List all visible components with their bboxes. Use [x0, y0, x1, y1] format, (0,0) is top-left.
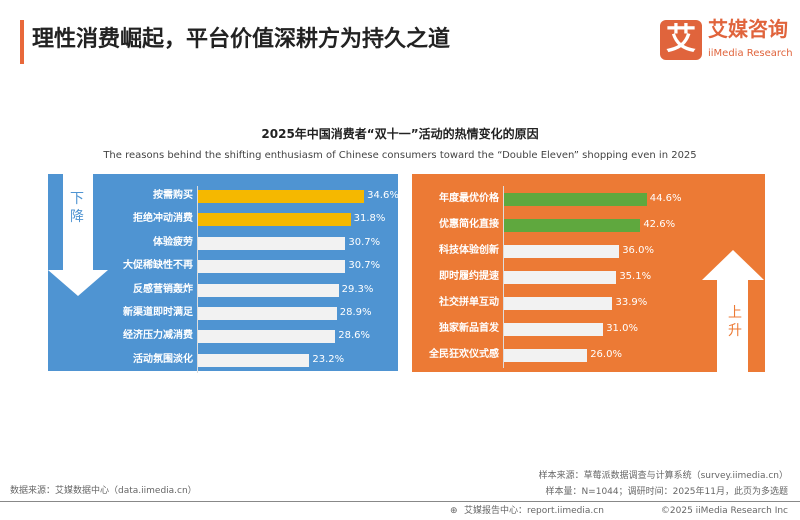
bar: [504, 193, 647, 206]
category-label: 年度最优价格: [439, 193, 499, 204]
bar: [504, 245, 620, 258]
value-label: 35.1%: [619, 271, 652, 282]
value-label: 30.7%: [348, 260, 381, 272]
category-label: 即时履约提速: [439, 271, 499, 282]
value-label: 26.0%: [590, 349, 622, 360]
decline-panel: 下降 按需购买 34.6% 拒绝冲动消费 31.8% 体验疲劳 30.7% 大促稀缺性不再 3…: [48, 174, 399, 374]
bar: [198, 353, 310, 367]
down-arrow-icon: [48, 174, 108, 296]
category-label: 科技体验创新: [439, 245, 499, 256]
report-center-icon: ⊕: [450, 506, 458, 516]
category-label: 体验疲劳: [153, 236, 193, 248]
bar: [198, 236, 346, 250]
decline-label: 下降: [70, 191, 84, 225]
value-label: 30.7%: [348, 236, 381, 248]
category-label: 经济压力减消费: [123, 330, 193, 342]
category-label: 反感营销轰炸: [133, 283, 193, 295]
copyright: ©2025 iiMedia Research Inc: [660, 506, 788, 516]
rise-label: 上升: [728, 305, 742, 339]
footer-divider: [0, 501, 800, 502]
axis-line: [503, 186, 504, 368]
bar: [198, 330, 336, 344]
category-label: 独家新品首发: [439, 323, 499, 334]
category-label: 按需购买: [153, 190, 193, 201]
category-label: 拒绝冲动消费: [133, 213, 193, 225]
bar: [504, 219, 641, 232]
title-accent-bar: [20, 20, 24, 64]
bar: [198, 260, 346, 274]
chart-title: 2025年中国消费者“双十一”活动的热情变化的原因: [261, 127, 539, 141]
value-label: 31.8%: [353, 213, 386, 225]
value-label: 29.3%: [341, 283, 374, 295]
bar: [198, 190, 365, 203]
axis-line: [197, 186, 198, 374]
data-source: 数据来源：艾媒数据中心（data.iimedia.cn）: [10, 486, 197, 496]
bar: [198, 283, 339, 297]
bar: [198, 213, 351, 227]
up-arrow-icon: [702, 250, 764, 372]
value-label: 42.6%: [643, 219, 676, 230]
value-label: 44.6%: [649, 193, 682, 204]
category-label: 优惠简化直接: [439, 219, 499, 230]
value-label: 36.0%: [622, 245, 654, 256]
bar: [504, 271, 617, 284]
category-label: 新渠道即时满足: [123, 307, 193, 318]
report-center: 艾媒报告中心：report.iimedia.cn: [464, 506, 604, 516]
value-label: 28.9%: [339, 307, 372, 318]
chart-subtitle: The reasons behind the shifting enthusia…: [103, 150, 697, 161]
logo-mark: 艾: [660, 20, 702, 60]
sample-source: 样本来源：草莓派数据调查与计算系统（survey.iimedia.cn）: [538, 471, 788, 481]
value-label: 23.2%: [312, 353, 345, 365]
value-label: 28.6%: [338, 330, 371, 342]
logo-text-cn: 艾媒咨询: [708, 17, 788, 41]
bar: [504, 349, 588, 362]
sample-size: 样本量：N=1044；调研时间：2025年11月，此页为多选题: [545, 487, 788, 497]
bar: [504, 323, 604, 336]
category-label: 活动氛围淡化: [133, 353, 193, 365]
logo-text-en: iiMedia Research: [708, 48, 793, 59]
value-label: 31.0%: [606, 323, 638, 334]
category-label: 全民狂欢仪式感: [429, 349, 499, 360]
bar: [504, 297, 613, 310]
page-title: 理性消费崛起，平台价值深耕方为持久之道: [32, 27, 451, 52]
category-label: 社交拼单互动: [439, 297, 499, 308]
bar: [198, 307, 337, 320]
rise-panel: 上升 年度最优价格 44.6% 优惠简化直接 42.6% 科技体验创新 36.0% 即时履约…: [412, 174, 765, 372]
value-label: 34.6%: [367, 190, 399, 201]
category-label: 大促稀缺性不再: [123, 260, 193, 272]
value-label: 33.9%: [615, 297, 648, 308]
